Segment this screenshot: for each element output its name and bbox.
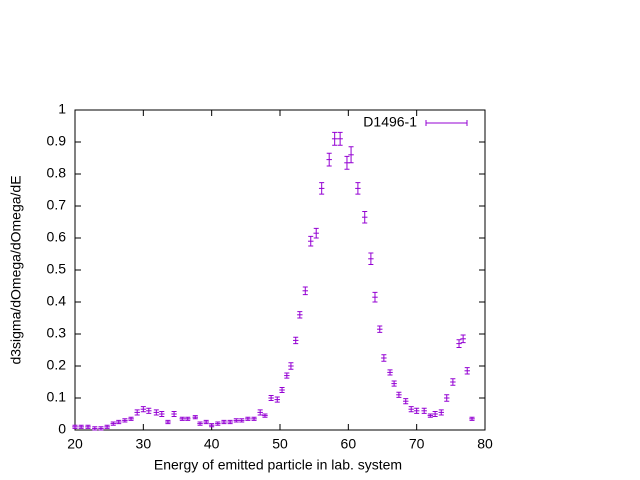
y-tick-label: 0.7: [47, 197, 67, 213]
x-tick-label: 30: [136, 436, 152, 452]
plot-border: [74, 109, 486, 431]
y-tick-label: 0.4: [47, 293, 67, 309]
y-tick-label: 1: [58, 101, 66, 117]
x-tick-label: 40: [204, 436, 220, 452]
x-axis-label: Energy of emitted particle in lab. syste…: [154, 457, 402, 473]
x-tick-label: 60: [341, 436, 357, 452]
x-tick-label: 50: [272, 436, 288, 452]
legend-label: D1496-1: [363, 114, 417, 130]
y-axis-label: d3sigma/dOmega/dOmega/dE: [8, 175, 24, 364]
y-tick-label: 0.8: [47, 165, 67, 181]
legend-sample: [425, 120, 468, 126]
y-tick-label: 0.3: [47, 325, 67, 341]
x-tick-label: 80: [477, 436, 493, 452]
y-tick-label: 0.2: [47, 357, 67, 373]
x-tick-label: 20: [67, 436, 83, 452]
y-tick-label: 0.6: [47, 229, 67, 245]
y-tick-label: 0.5: [47, 261, 67, 277]
x-tick-label: 70: [409, 436, 425, 452]
y-tick-label: 0.1: [47, 389, 67, 405]
y-tick-label: 0.9: [47, 133, 67, 149]
y-tick-label: 0: [58, 421, 66, 437]
